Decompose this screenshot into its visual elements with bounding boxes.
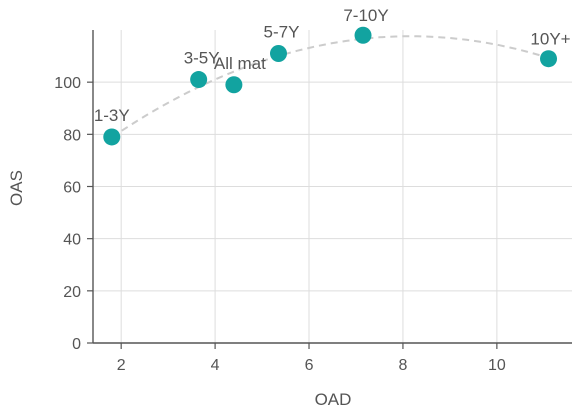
point-label: 7-10Y: [343, 6, 388, 25]
trendline: [111, 35, 549, 139]
point-label: All mat: [214, 54, 266, 73]
data-point: [225, 76, 243, 94]
data-point: [354, 26, 372, 44]
x-tick-label: 10: [488, 357, 506, 374]
y-tick-label: 20: [63, 284, 81, 301]
y-tick-label: 60: [63, 180, 81, 197]
y-tick-label: 40: [63, 232, 81, 249]
x-axis-title: OAD: [315, 390, 352, 409]
data-point: [190, 71, 208, 89]
data-point: [540, 50, 558, 68]
data-point: [103, 128, 121, 146]
data-points: [103, 26, 558, 146]
x-tick-label: 8: [398, 357, 407, 374]
x-tick-label: 4: [211, 357, 220, 374]
y-tick-label: 0: [72, 336, 81, 353]
data-point: [269, 44, 287, 62]
x-tick-label: 6: [305, 357, 314, 374]
point-label: 1-3Y: [94, 106, 130, 125]
y-axis-title: OAS: [7, 170, 26, 206]
x-tick-label: 2: [117, 357, 126, 374]
point-label: 5-7Y: [264, 22, 300, 41]
gridlines: [93, 30, 572, 344]
point-label: 10Y+: [530, 30, 570, 49]
y-tick-label: 100: [54, 75, 81, 92]
y-axis-ticks: 0 20 40 60 80 100: [54, 75, 93, 353]
x-axis-ticks: 2 4 6 8 10: [117, 343, 506, 374]
y-tick-label: 80: [63, 127, 81, 144]
point-label: 3-5Y: [184, 49, 220, 68]
